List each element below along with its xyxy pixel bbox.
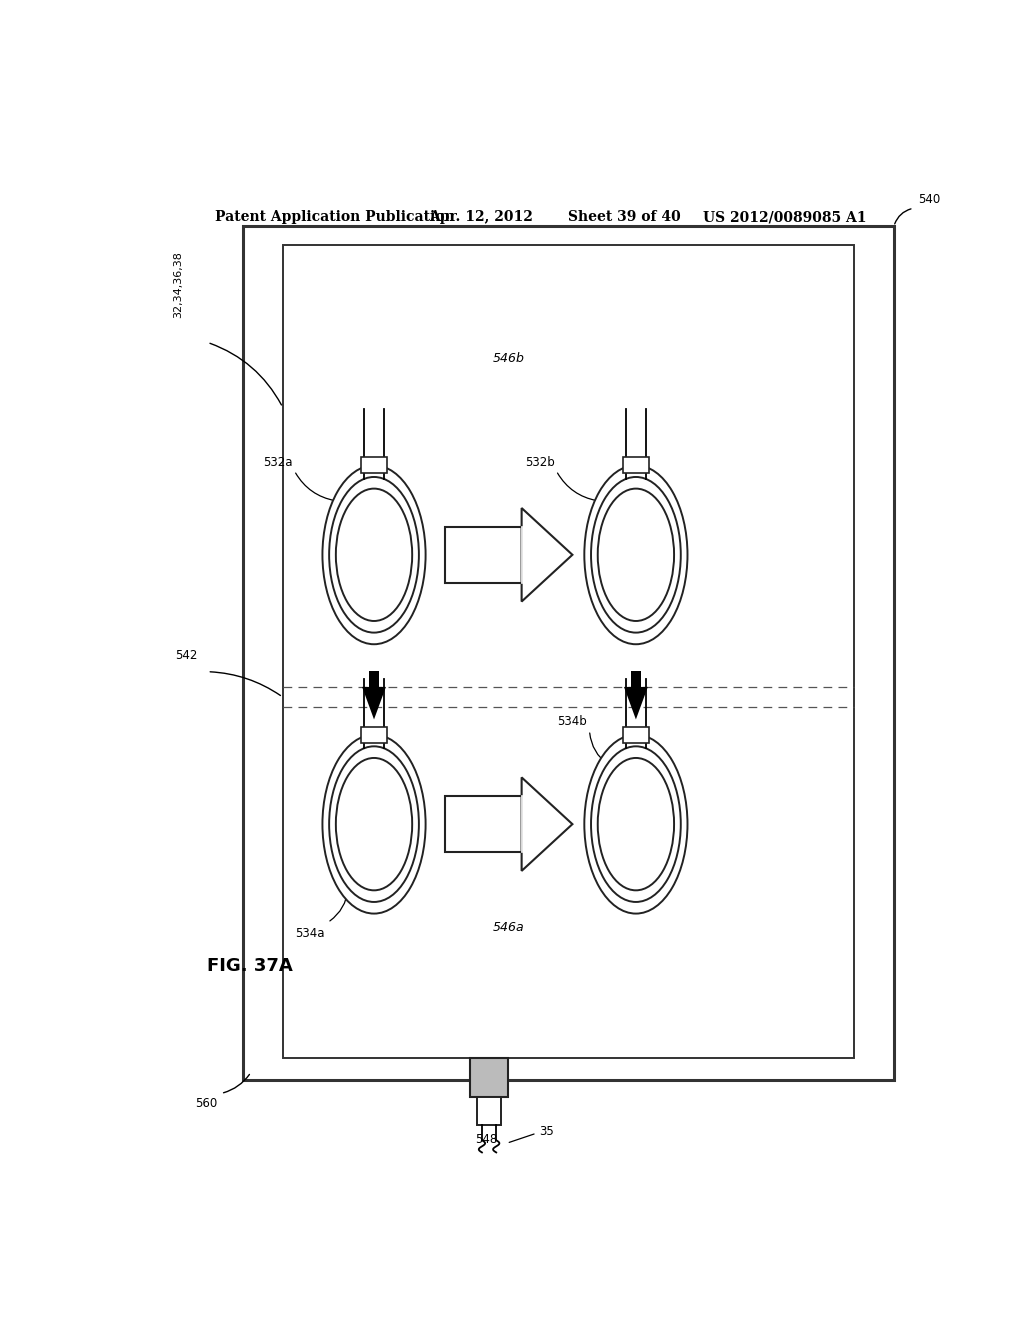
- Ellipse shape: [323, 735, 426, 913]
- Bar: [477, 1097, 501, 1125]
- Text: 35: 35: [539, 1125, 554, 1138]
- Bar: [283, 244, 854, 1057]
- Bar: [361, 726, 387, 743]
- Ellipse shape: [329, 746, 419, 902]
- Text: 560: 560: [196, 1097, 218, 1110]
- Bar: [445, 796, 521, 853]
- Ellipse shape: [585, 466, 687, 644]
- Ellipse shape: [336, 758, 413, 890]
- Bar: [361, 457, 387, 474]
- Bar: [623, 457, 649, 474]
- Text: 546b: 546b: [493, 352, 525, 366]
- Ellipse shape: [598, 488, 674, 620]
- Text: Patent Application Publication: Patent Application Publication: [215, 210, 455, 224]
- Polygon shape: [624, 686, 648, 719]
- Text: US 2012/0089085 A1: US 2012/0089085 A1: [703, 210, 867, 224]
- Text: 542: 542: [175, 648, 198, 661]
- Ellipse shape: [329, 477, 419, 632]
- Text: 32,34,36,38: 32,34,36,38: [173, 251, 183, 318]
- Ellipse shape: [323, 466, 426, 644]
- Text: 540: 540: [918, 193, 940, 206]
- Bar: [445, 527, 521, 582]
- Text: 534b: 534b: [557, 714, 587, 727]
- Polygon shape: [521, 508, 572, 602]
- Text: 534a: 534a: [296, 927, 325, 940]
- Ellipse shape: [591, 746, 681, 902]
- Text: FIG. 37A: FIG. 37A: [207, 957, 293, 975]
- Ellipse shape: [598, 758, 674, 890]
- Text: Apr. 12, 2012: Apr. 12, 2012: [430, 210, 534, 224]
- Bar: [243, 227, 894, 1080]
- Bar: [631, 671, 641, 686]
- Ellipse shape: [591, 477, 681, 632]
- Bar: [470, 1057, 508, 1097]
- Bar: [623, 726, 649, 743]
- Polygon shape: [521, 777, 572, 871]
- Text: 548: 548: [475, 1133, 497, 1146]
- Ellipse shape: [336, 488, 413, 620]
- Polygon shape: [362, 686, 386, 719]
- Bar: [369, 671, 379, 686]
- Text: 546a: 546a: [494, 921, 524, 935]
- Ellipse shape: [585, 735, 687, 913]
- Text: Sheet 39 of 40: Sheet 39 of 40: [568, 210, 681, 224]
- Text: 532a: 532a: [263, 455, 293, 469]
- Text: 532b: 532b: [525, 455, 555, 469]
